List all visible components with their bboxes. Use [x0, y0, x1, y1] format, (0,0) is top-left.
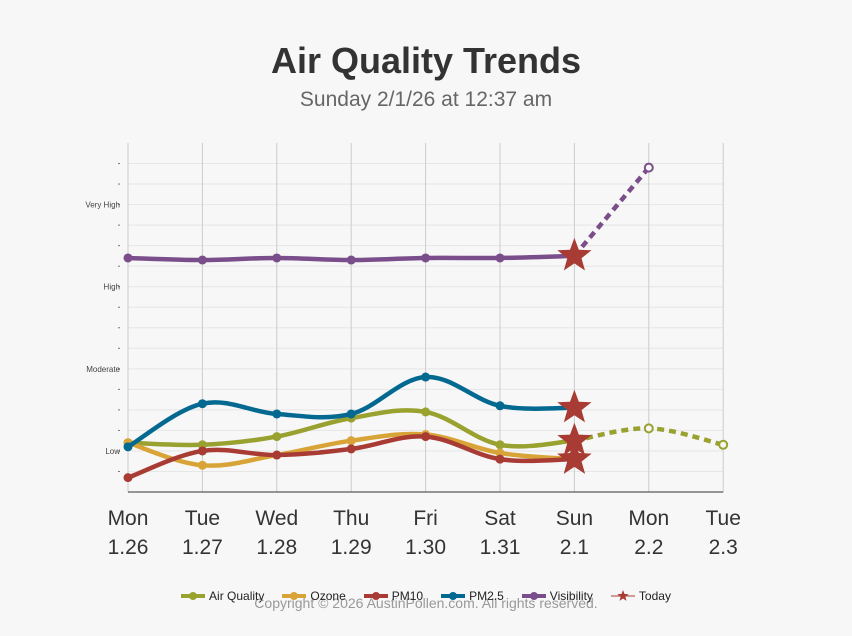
visibility-forecast-point [643, 162, 654, 173]
legend-label: Ozone [310, 589, 346, 603]
x-tick-date: 1.30 [405, 536, 446, 559]
visibility-point [421, 253, 431, 263]
legend-label: PM10 [391, 589, 424, 603]
chart-title: Air Quality Trends [270, 40, 582, 81]
ozone-point [495, 448, 505, 458]
legend-item: PM10 [363, 589, 424, 603]
x-tick-day: Tue [185, 507, 220, 530]
legend-item: Today [610, 589, 671, 603]
x-tick-day: Tue [705, 507, 740, 530]
pm2-5-point [197, 399, 207, 409]
x-tick-day: Thu [333, 507, 369, 530]
y-level-label: Very High [85, 201, 120, 210]
pm2-5-point [123, 442, 133, 452]
x-tick-date: 1.28 [256, 536, 297, 559]
y-level-label: Low [105, 447, 120, 456]
legend-item: Ozone [282, 589, 346, 603]
ozone-point [197, 460, 207, 470]
x-tick-date: 2.1 [560, 536, 589, 559]
chart-legend: Air Quality Ozone PM10 PM2.5 Visibility Today [0, 589, 852, 603]
x-tick-day: Mon [108, 507, 149, 530]
legend-label: Today [638, 589, 671, 603]
x-tick-date: 2.2 [634, 536, 663, 559]
x-tick-date: 1.29 [331, 536, 372, 559]
x-tick-date: 1.27 [182, 536, 223, 559]
legend-item: Visibility [521, 589, 593, 603]
x-tick-day: Sun [556, 507, 593, 530]
pm10-point [421, 432, 431, 442]
chart-subtitle: Sunday 2/1/26 at 12:37 am [299, 88, 553, 111]
air-quality-today-star [557, 422, 592, 456]
pm10-point [346, 444, 356, 454]
visibility-point [495, 253, 505, 263]
pm10-today-star [557, 441, 592, 474]
y-level-label: Moderate [86, 365, 120, 374]
legend-swatch [441, 592, 466, 600]
pm10-point [197, 446, 207, 456]
legend-swatch [610, 590, 635, 601]
legend-swatch [282, 592, 307, 600]
pm2-5-point [495, 401, 505, 411]
pm10-point [272, 450, 282, 460]
air-quality-forecast-point [718, 439, 729, 450]
legend-item: PM2.5 [441, 589, 504, 603]
air-quality-point [421, 407, 431, 417]
copyright-text: Copyright © 2026 AustinPollen.com. All r… [254, 595, 598, 611]
legend-label: Visibility [549, 589, 593, 603]
pm10-point [495, 454, 505, 464]
x-tick-day: Fri [413, 507, 438, 530]
legend-label: PM2.5 [469, 589, 504, 603]
legend-swatch [521, 592, 546, 600]
x-tick-date: 1.31 [480, 536, 521, 559]
visibility-point [123, 253, 133, 263]
legend-swatch [363, 592, 388, 600]
x-tick-date: 1.26 [108, 536, 149, 559]
air-quality-point [197, 440, 207, 450]
visibility-point [346, 255, 356, 265]
ozone-point [346, 436, 356, 446]
x-tick-day: Mon [628, 507, 669, 530]
pm2-5-today-star [557, 389, 592, 423]
visibility-forecast-line [572, 166, 651, 258]
x-tick-day: Wed [255, 507, 298, 530]
legend-label: Air Quality [209, 589, 265, 603]
legend-item: Air Quality [181, 589, 264, 603]
x-tick-day: Sat [484, 507, 516, 530]
x-tick-date: 2.3 [709, 536, 738, 559]
visibility-point [272, 253, 282, 263]
visibility-point [197, 255, 207, 265]
air-quality-point [272, 432, 282, 442]
pm2-5-point [272, 409, 282, 419]
pm2-5-point [346, 409, 356, 419]
air-quality-point [495, 440, 505, 450]
visibility-today-star [557, 237, 592, 271]
pm10-point [123, 473, 133, 483]
legend-swatch [181, 592, 206, 600]
air-quality-forecast-point [643, 423, 654, 434]
y-level-label: High [104, 283, 120, 292]
pm2-5-point [421, 372, 431, 382]
